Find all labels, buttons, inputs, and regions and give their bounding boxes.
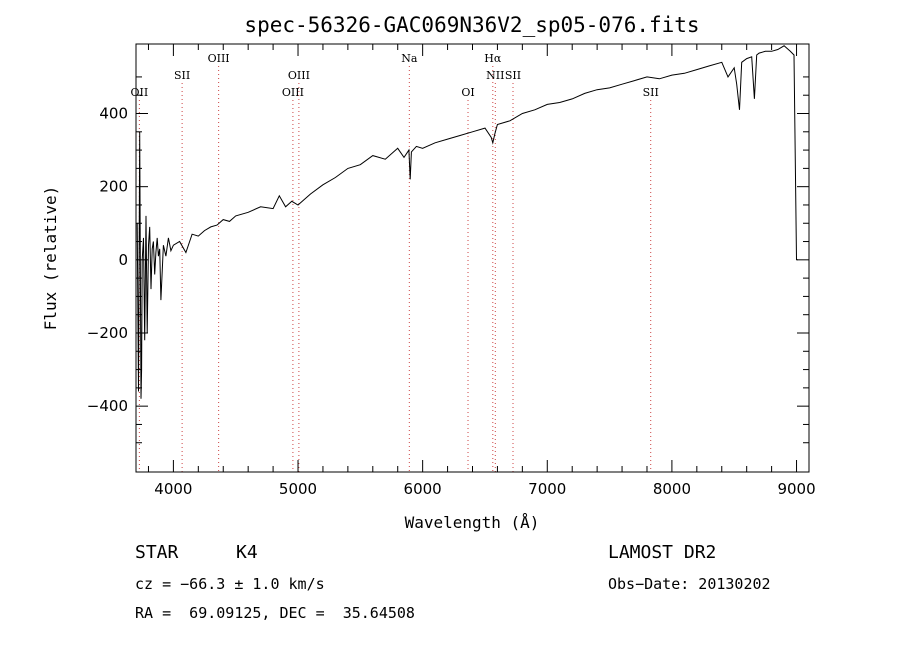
spectral-line-label: NII — [486, 69, 504, 82]
x-tick-label: 7000 — [528, 480, 566, 498]
spectral-line-label: SII — [174, 69, 190, 82]
y-tick-label: 400 — [99, 105, 128, 123]
x-tick-label: 4000 — [154, 480, 192, 498]
y-tick-label: −200 — [87, 324, 128, 342]
observation-date: Obs−Date: 20130202 — [608, 575, 771, 593]
spectral-line-label: OII — [131, 86, 149, 99]
y-axis-label: Flux (relative) — [41, 186, 60, 331]
spectral-line-label: SII — [643, 86, 659, 99]
object-subclass: K4 — [236, 542, 258, 563]
object-class: STAR — [135, 542, 179, 563]
spectral-line-label: OIII — [288, 69, 310, 82]
y-tick-label: 200 — [99, 178, 128, 196]
x-tick-label: 5000 — [279, 480, 317, 498]
spectral-line-label: Na — [401, 52, 418, 65]
chart-title: spec-56326-GAC069N36V2_sp05-076.fits — [244, 13, 699, 37]
spectral-line-label: SII — [505, 69, 521, 82]
y-tick-label: 0 — [118, 251, 128, 269]
plot-frame — [135, 43, 810, 473]
x-axis: 4000 5000 6000 7000 8000 9000 — [147, 44, 816, 498]
spectral-line-label: OIII — [208, 52, 230, 65]
x-axis-label: Wavelength (Å) — [405, 513, 540, 532]
x-tick-label: 6000 — [404, 480, 442, 498]
spectrum-series-line — [136, 45, 798, 399]
spectral-line-label: OIII — [282, 86, 304, 99]
ra-dec-coordinates: RA = 69.09125, DEC = 35.64508 — [135, 604, 415, 622]
x-tick-label: 9000 — [777, 480, 815, 498]
spectral-line-label: OI — [461, 86, 474, 99]
x-tick-label: 8000 — [653, 480, 691, 498]
y-axis: −400 −200 0 200 400 — [87, 76, 809, 444]
spectral-line-label: Hα — [484, 52, 502, 65]
y-tick-label: −400 — [87, 397, 128, 415]
redshift-cz: cz = −66.3 ± 1.0 km/s — [135, 575, 325, 593]
survey-name: LAMOST DR2 — [608, 542, 717, 563]
